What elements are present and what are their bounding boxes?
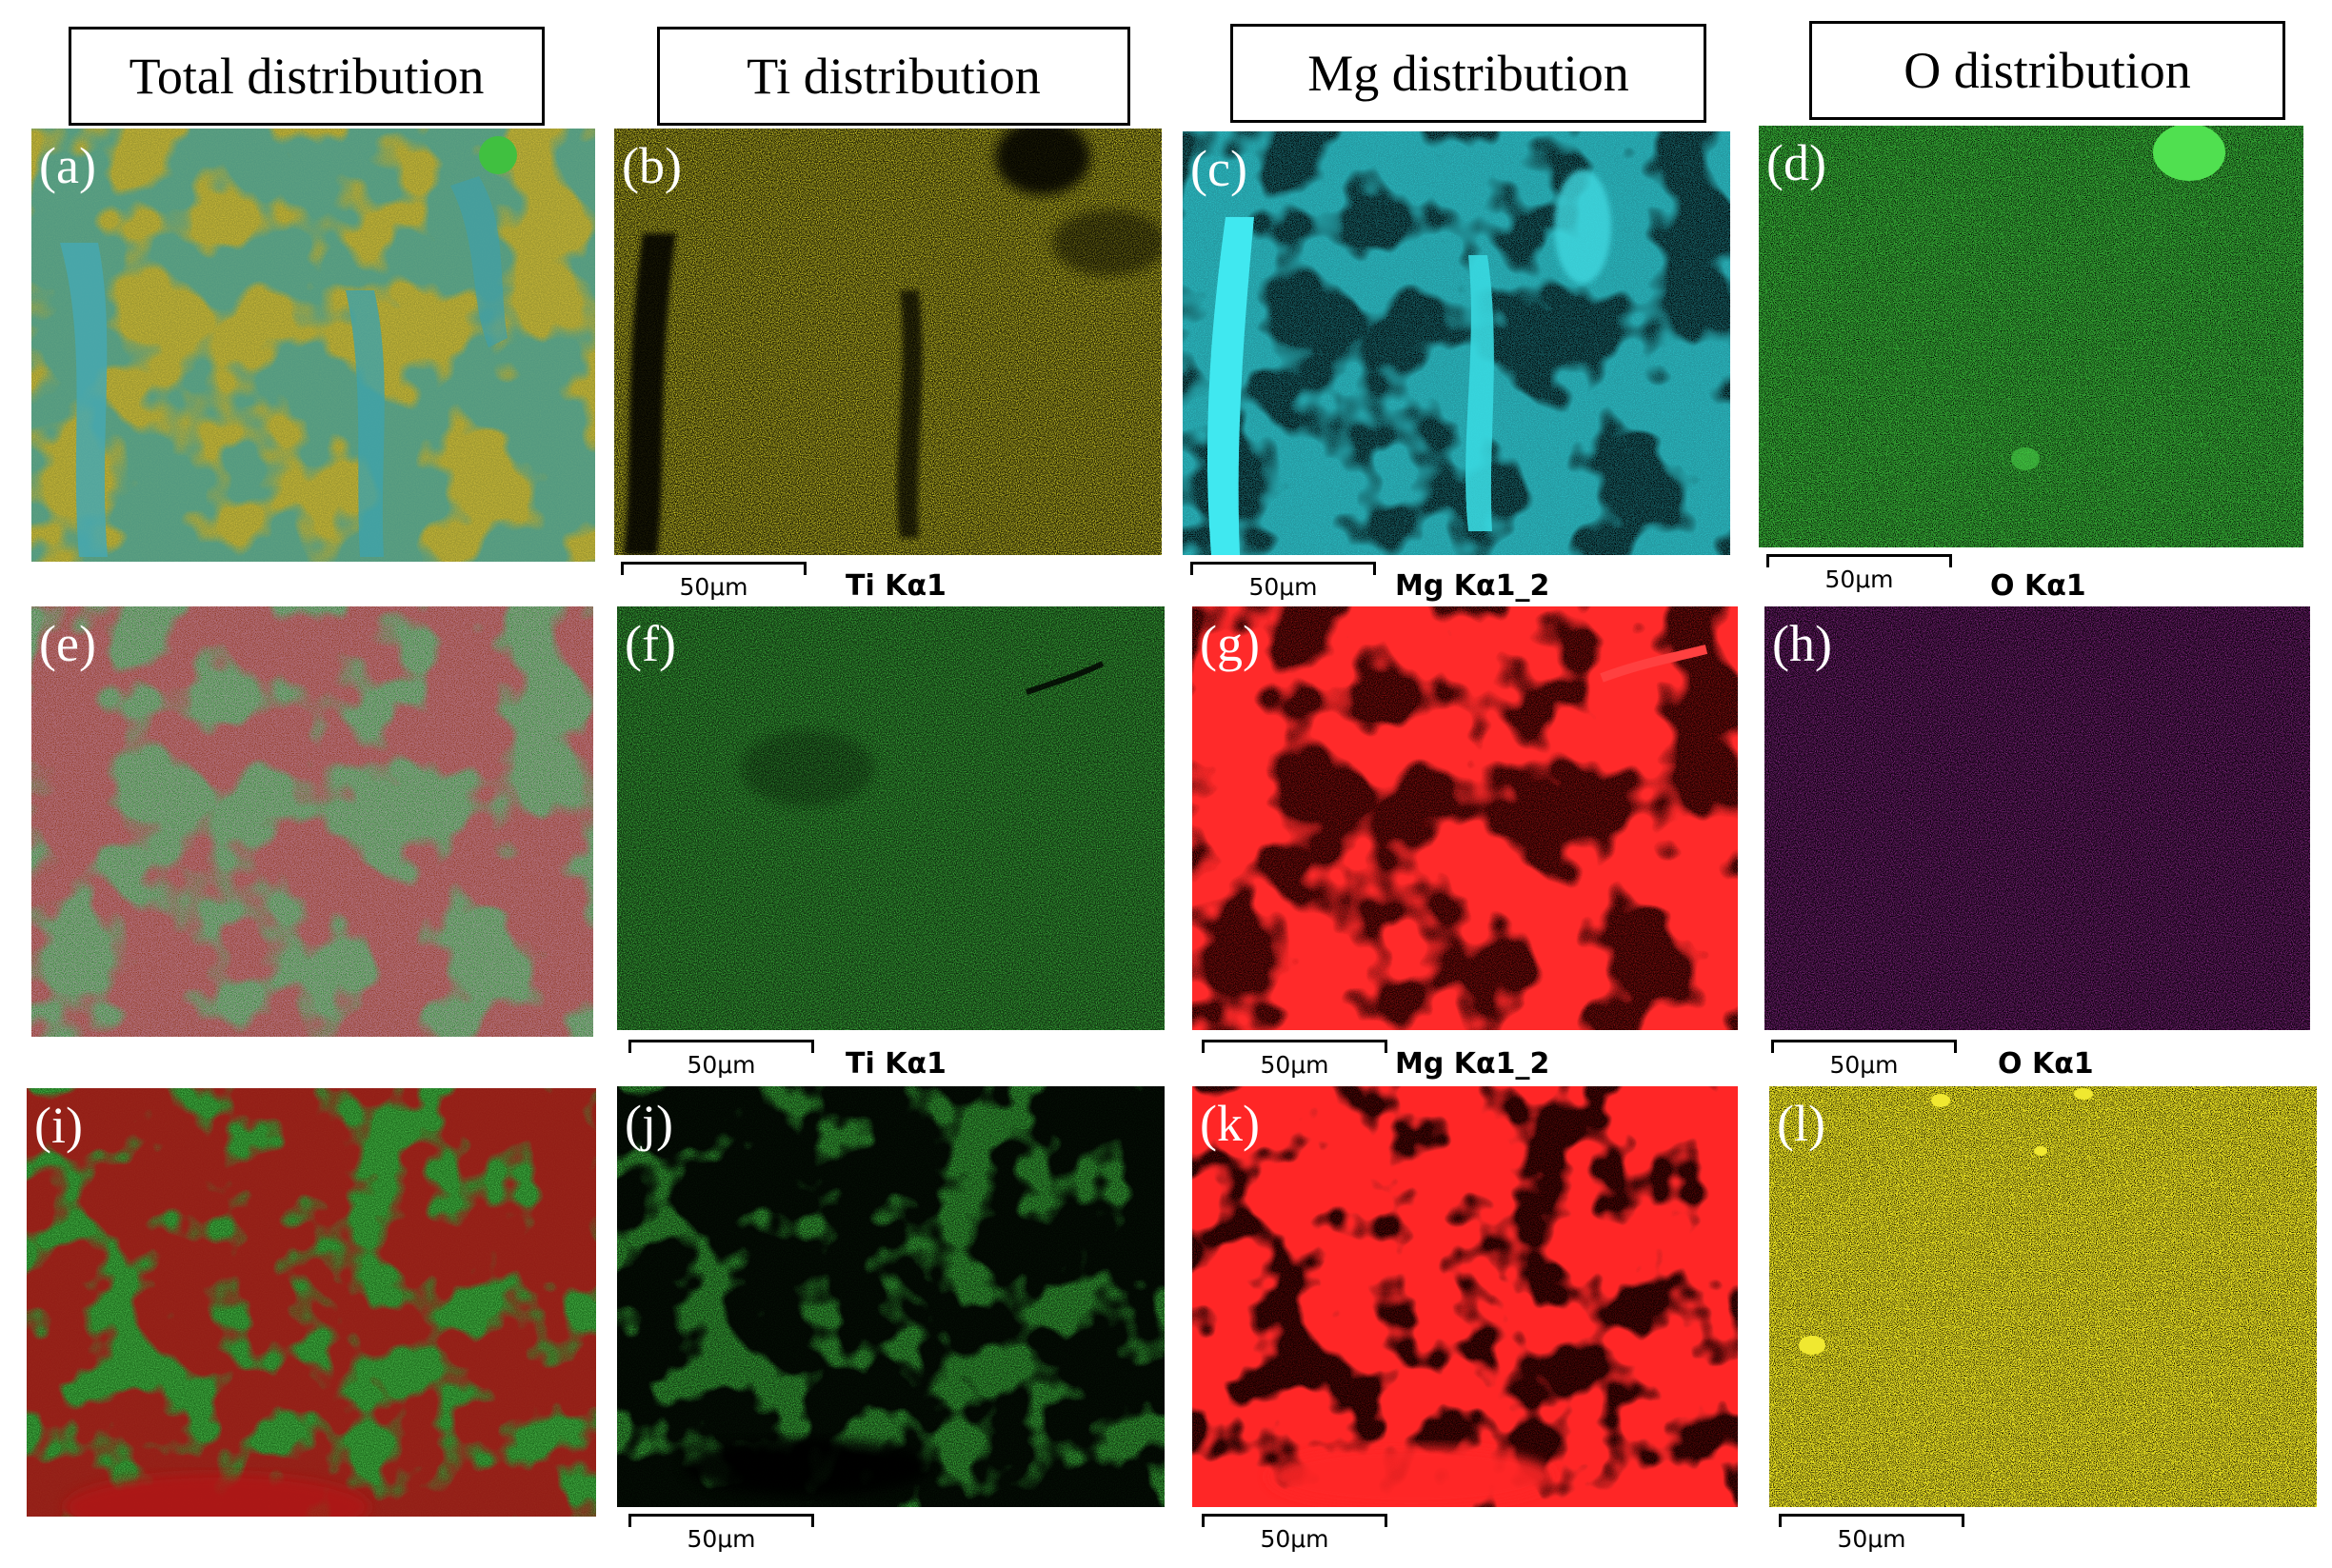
panel-l-o-map: (l) xyxy=(1769,1086,2317,1507)
header-o-distribution: O distribution xyxy=(1809,21,2285,120)
scale-bar-line xyxy=(1202,1040,1387,1053)
panel-g-mg-map: (g) xyxy=(1192,606,1738,1030)
scale-bar-line xyxy=(628,1040,814,1053)
panel-i-total-map: (i) xyxy=(27,1088,596,1517)
header-total-distribution: Total distribution xyxy=(69,27,545,126)
channel-label-ti: Ti Kα1 xyxy=(846,569,947,603)
scale-bar-line xyxy=(1190,562,1376,575)
header-mg-distribution: Mg distribution xyxy=(1230,24,1706,123)
scale-bar-label: 50μm xyxy=(1824,566,1894,593)
scale-bar-label: 50μm xyxy=(687,1051,756,1079)
header-ti-distribution: Ti distribution xyxy=(657,27,1130,126)
scale-bar-line xyxy=(1779,1514,1964,1527)
scale-bar-line xyxy=(628,1514,814,1527)
panel-h-o-map: (h) xyxy=(1764,606,2310,1030)
channel-label-mg: Mg Kα1_2 xyxy=(1395,569,1550,603)
scale-bar-label: 50μm xyxy=(679,573,748,601)
scale-bar-label: 50μm xyxy=(1260,1051,1329,1079)
panel-c-mg-map: (c) xyxy=(1183,131,1730,555)
scale-bar-line xyxy=(1202,1514,1387,1527)
channel-label-ti: Ti Kα1 xyxy=(846,1047,947,1081)
scale-bar-line xyxy=(1771,1040,1957,1053)
scale-bar-line xyxy=(621,562,807,575)
scale-bar-label: 50μm xyxy=(1829,1051,1899,1079)
channel-label-o: O Kα1 xyxy=(1990,569,2086,603)
scale-bar-label: 50μm xyxy=(1260,1525,1329,1553)
panel-j-ti-map: (j) xyxy=(617,1086,1165,1507)
scale-bar-label: 50μm xyxy=(1837,1525,1906,1553)
panel-b-ti-map: (b) xyxy=(614,129,1162,555)
panel-f-ti-map: (f) xyxy=(617,606,1165,1030)
header-o-text: O distribution xyxy=(1903,42,2191,99)
header-ti-text: Ti distribution xyxy=(747,48,1041,105)
panel-d-o-map: (d) xyxy=(1759,126,2303,547)
panel-e-total-map: (e) xyxy=(31,606,593,1037)
panel-a-total-map: (a) xyxy=(31,129,595,562)
header-total-text: Total distribution xyxy=(129,48,485,105)
channel-label-o: O Kα1 xyxy=(1998,1047,2094,1081)
panel-k-mg-map: (k) xyxy=(1192,1086,1738,1507)
scale-bar-line xyxy=(1766,554,1952,567)
header-mg-text: Mg distribution xyxy=(1307,45,1629,102)
channel-label-mg: Mg Kα1_2 xyxy=(1395,1047,1550,1081)
scale-bar-label: 50μm xyxy=(1248,573,1318,601)
scale-bar-label: 50μm xyxy=(687,1525,756,1553)
